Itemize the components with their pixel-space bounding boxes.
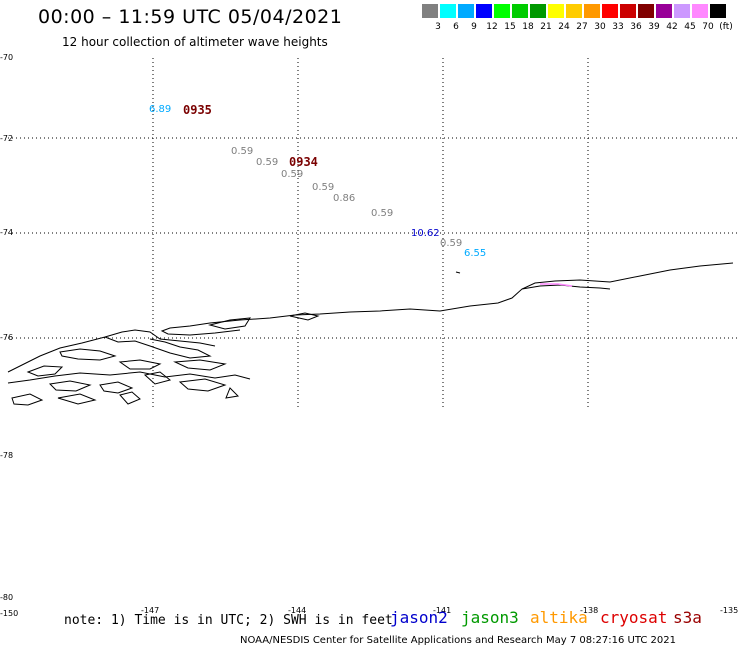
wave-height-value: 0.59: [281, 169, 304, 180]
satellite-legend-jason2: jason2: [390, 608, 448, 627]
legend-swatch: [638, 4, 654, 18]
lat-label: -70: [0, 53, 14, 62]
wave-height-value: 10.62: [411, 228, 440, 239]
legend-swatch: [692, 4, 708, 18]
satellite-legend-altika: altika: [530, 608, 588, 627]
legend-swatch: [710, 4, 726, 18]
legend-label: 39: [648, 22, 660, 32]
lat-label: -80: [0, 593, 14, 602]
legend-label: 42: [666, 22, 678, 32]
pass-time-label: 0935: [183, 103, 212, 117]
legend-swatch: [422, 4, 438, 18]
map-subtitle: 12 hour collection of altimeter wave hei…: [62, 35, 328, 49]
legend-swatch: [530, 4, 546, 18]
lon-label: -147: [141, 606, 160, 615]
lon-label: -141: [433, 606, 452, 615]
legend-label: 21: [540, 22, 552, 32]
wave-height-value: 6.89: [149, 104, 172, 115]
pass-time-label: 0934: [289, 155, 318, 169]
lon-label: -144: [288, 606, 307, 615]
wave-height-value: 0.59: [440, 238, 463, 249]
coastline: [7, 262, 734, 406]
legend-label: (ft): [719, 22, 733, 32]
legend-swatch: [440, 4, 456, 18]
credit-line: NOAA/NESDIS Center for Satellite Applica…: [240, 635, 676, 646]
legend-label: 9: [471, 22, 477, 32]
wave-height-value: 0.86: [333, 193, 356, 204]
lat-label: -72: [0, 134, 14, 143]
legend-swatch: [566, 4, 582, 18]
wave-height-value: 6.55: [464, 248, 487, 259]
legend-swatch: [620, 4, 636, 18]
legend-label: 45: [684, 22, 696, 32]
wave-height-value: 0.59: [231, 146, 254, 157]
legend-label: 3: [435, 22, 441, 32]
legend-swatch: [674, 4, 690, 18]
graticule: [8, 58, 740, 408]
legend-label: 27: [576, 22, 588, 32]
legend-label: 70: [702, 22, 714, 32]
legend-label: 15: [504, 22, 516, 32]
legend-label: 33: [612, 22, 624, 32]
footnote: note: 1) Time is in UTC; 2) SWH is in fe…: [64, 613, 393, 628]
legend-label: 12: [486, 22, 498, 32]
legend-swatch: [494, 4, 510, 18]
legend-label: 18: [522, 22, 534, 32]
satellite-legend-s3a: s3a: [673, 608, 702, 627]
lon-label: -138: [580, 606, 599, 615]
legend-swatch: [458, 4, 474, 18]
legend-label: 6: [453, 22, 459, 32]
lon-label: -135: [720, 606, 739, 615]
legend-swatch: [584, 4, 600, 18]
satellite-legend-cryosat: cryosat: [600, 608, 668, 627]
map-title: 00:00 – 11:59 UTC 05/04/2021: [38, 6, 343, 28]
satellite-legend-jason3: jason3: [461, 608, 519, 627]
legend-swatch: [476, 4, 492, 18]
legend-swatch: [656, 4, 672, 18]
legend-swatch: [512, 4, 528, 18]
legend-label: 30: [594, 22, 606, 32]
wave-height-value: 0.59: [312, 182, 335, 193]
lat-label: -74: [0, 228, 14, 237]
legend-swatch: [548, 4, 564, 18]
wave-height-value: 0.59: [371, 208, 394, 219]
wave-height-value: 0.59: [256, 157, 279, 168]
lat-label: -78: [0, 451, 14, 460]
lat-label: -76: [0, 333, 14, 342]
lon-label: -150: [0, 609, 19, 618]
swh-track-segment: [540, 283, 573, 287]
legend-label: 24: [558, 22, 570, 32]
legend-label: 36: [630, 22, 642, 32]
legend-swatch: [602, 4, 618, 18]
